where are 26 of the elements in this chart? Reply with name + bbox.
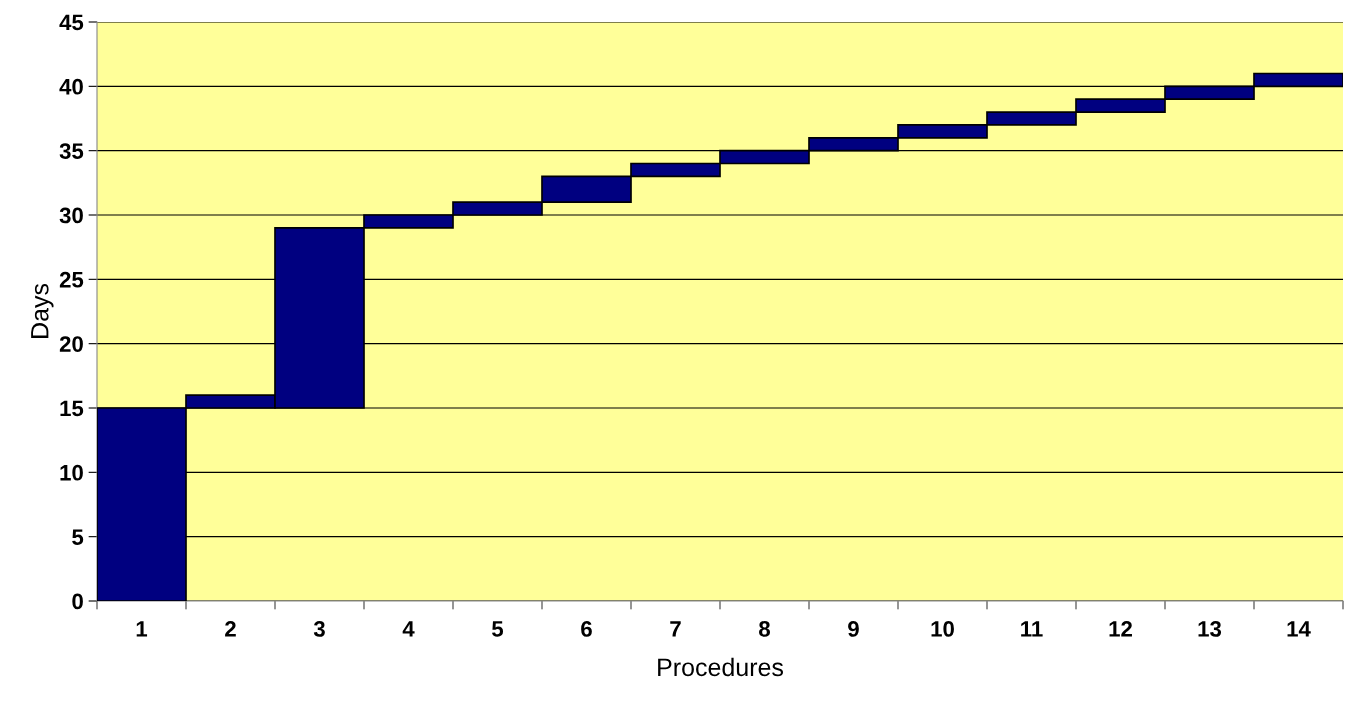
x-tick-label: 9 — [848, 621, 859, 637]
x-tick-label: 6 — [581, 621, 592, 637]
x-tick-label: 5 — [492, 621, 504, 637]
y-tick-label: 35 — [59, 143, 84, 159]
x-axis-title: Procedures — [658, 657, 784, 677]
y-tick-label: 40 — [59, 78, 83, 95]
x-tick-label: 1 — [136, 621, 148, 637]
x-tick-label: 4 — [402, 621, 415, 637]
y-tick-label: 30 — [59, 207, 83, 224]
x-tick-label: 2 — [225, 621, 236, 637]
y-tick-label: 0 — [72, 593, 83, 610]
x-tick-label: 3 — [313, 621, 325, 637]
y-tick-label: 25 — [59, 271, 84, 288]
x-tick-label: 11 — [1021, 621, 1043, 637]
y-tick-label: 45 — [59, 14, 84, 31]
x-tick-label: 14 — [1287, 621, 1311, 637]
y-tick-label: 10 — [60, 464, 83, 481]
x-tick-label: 8 — [759, 621, 770, 637]
x-tick-label: 12 — [1109, 621, 1132, 637]
y-tick-label: 20 — [59, 336, 83, 352]
y-tick-label: 5 — [72, 529, 84, 545]
x-tick-label: 10 — [931, 621, 954, 637]
y-axis-title: Days — [31, 283, 54, 338]
y-tick-label: 15 — [60, 400, 84, 417]
x-tick-label: 7 — [670, 621, 681, 637]
x-tick-label: 13 — [1198, 621, 1222, 637]
